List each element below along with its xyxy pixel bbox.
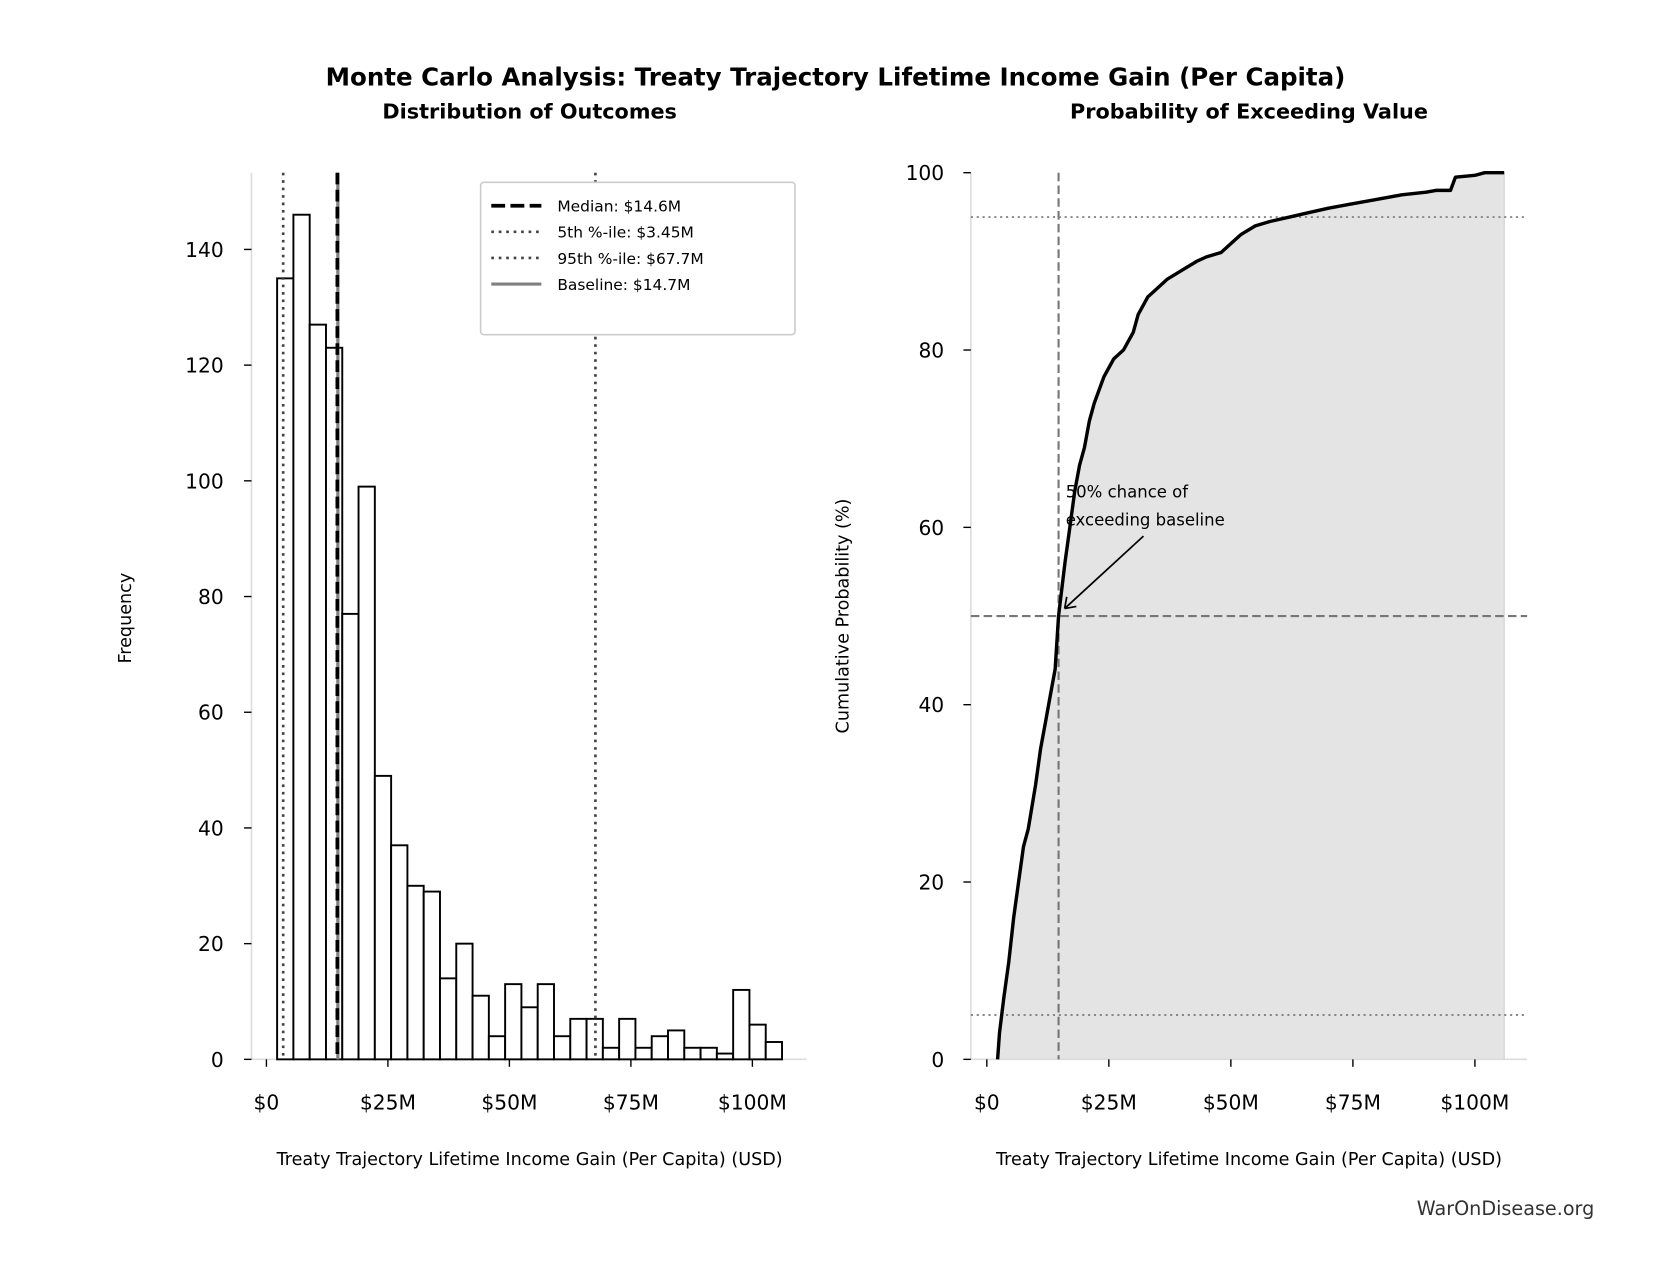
y-tick-label: 80 [918,338,944,362]
y-tick-label: 40 [198,816,224,840]
figure-title: Monte Carlo Analysis: Treaty Trajectory … [326,62,1346,91]
histogram-bar [276,277,295,1061]
legend: Median: $14.6M 5th %-ile: $3.45M 95th %-il… [479,181,796,336]
y-tick-label: 20 [918,870,944,894]
x-tick-label: $25M [360,1090,416,1114]
histogram-bars [276,213,783,1061]
annotation-line-1: 50% chance of [1066,483,1190,502]
y-tick-label: 120 [185,354,224,378]
histogram-bar [553,1035,572,1061]
x-tick-label: $75M [1325,1090,1381,1114]
annotation-arrowhead-icon [1063,596,1077,610]
y-tick-label: 0 [931,1048,944,1072]
x-tick-label: $50M [481,1090,537,1114]
x-tick-label: $25M [1081,1090,1137,1114]
histogram-bar [292,213,311,1061]
histogram-bar [618,1017,637,1061]
histogram-bar [536,983,555,1061]
x-tick-label: $0 [254,1090,280,1114]
y-tick-label: 40 [918,693,944,717]
histogram-bar [325,346,344,1061]
watermark: WarOnDisease.org [1417,1197,1595,1220]
cdf-ticks: $0 $25M $50M $75M $100M 0 20 40 60 80 100 [906,161,1510,1114]
legend-label: Baseline: $14.7M [557,276,690,294]
cdf-xlabel: Treaty Trajectory Lifetime Income Gain (… [995,1150,1502,1170]
histogram-bar [487,1035,507,1061]
y-tick-label: 80 [198,585,224,609]
histogram-bar [699,1046,718,1061]
cdf-ylabel: Cumulative Probability (%) [833,499,853,734]
x-tick-label: $50M [1203,1090,1259,1114]
x-tick-label: $100M [1440,1090,1509,1114]
histogram-xlabel: Treaty Trajectory Lifetime Income Gain (… [276,1150,783,1170]
x-tick-label: $0 [974,1090,1000,1114]
histogram-reference-lines [281,172,597,1060]
legend-label: Median: $14.6M [557,198,681,216]
annotation-arrow [1064,535,1145,610]
histogram-bar [732,988,751,1061]
histogram-bar [504,983,523,1061]
histogram-ticks: $0 $25M $50M $75M $100M 0 20 40 60 80 100 120 140 [185,238,787,1115]
histogram-panel: Distribution of Outcomes $0 $25M $50M $75M $… [116,99,807,1170]
histogram-bar [455,942,474,1061]
histogram-bar [650,1035,669,1061]
histogram-bar [406,884,425,1061]
histogram-bar [569,1017,588,1061]
x-tick-label: $100M [718,1090,787,1114]
histogram-bar [471,994,490,1061]
histogram-bar [341,612,360,1061]
histogram-bar [601,1046,621,1061]
histogram-bar [439,977,458,1061]
cdf-panel: Probability of Exceeding Value $0 $25M $50… [833,99,1528,1170]
histogram-bar [308,323,327,1061]
histogram-bar [373,774,393,1061]
annotation: 50% chance of exceeding baseline [1063,483,1225,610]
cdf-fill-area [997,172,1505,1060]
histogram-bar [683,1046,702,1061]
histogram-bar [422,890,441,1061]
legend-box [479,181,796,336]
legend-label: 5th %-ile: $3.45M [557,224,694,242]
y-tick-label: 100 [906,161,945,185]
legend-label: 95th %-ile: $67.7M [557,250,703,268]
histogram-bar [634,1046,653,1061]
histogram-bar [764,1041,783,1061]
y-tick-label: 100 [185,469,224,493]
histogram-bar [390,844,409,1061]
histogram-bar [748,1023,767,1061]
histogram-bar [357,485,376,1061]
y-tick-label: 60 [918,516,944,540]
y-tick-label: 60 [198,701,224,725]
histogram-bar [520,1006,539,1061]
cdf-line [995,170,1505,1060]
histogram-bar [715,1052,735,1061]
y-tick-label: 0 [211,1048,224,1072]
histogram-ylabel: Frequency [116,573,136,664]
y-tick-label: 20 [198,932,224,956]
cdf-title: Probability of Exceeding Value [1070,99,1428,123]
annotation-line-2: exceeding baseline [1066,510,1225,529]
x-tick-label: $75M [603,1090,659,1114]
y-tick-label: 140 [185,238,224,262]
histogram-title: Distribution of Outcomes [382,99,677,123]
histogram-bar [667,1029,686,1061]
